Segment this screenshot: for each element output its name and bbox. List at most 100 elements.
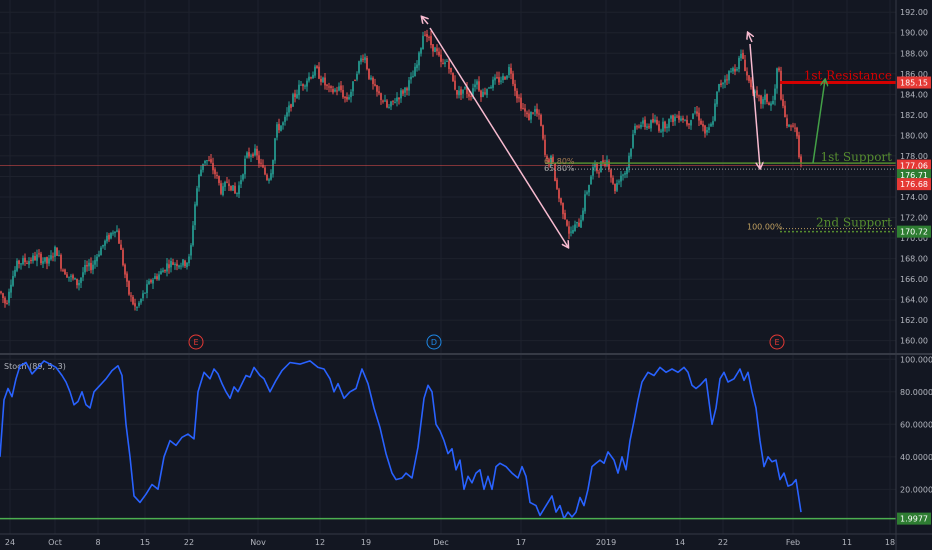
candle-body	[658, 124, 660, 131]
candle-body	[712, 121, 714, 125]
candle-body	[22, 258, 24, 265]
candle-body	[12, 276, 14, 286]
candle-body	[514, 83, 516, 91]
arrow-down-right	[429, 27, 568, 247]
candle-body	[680, 118, 682, 121]
candle-body	[518, 97, 520, 99]
candle-body	[266, 174, 268, 180]
candle-body	[562, 202, 564, 215]
candle-body	[482, 91, 484, 97]
candle-body	[512, 73, 514, 85]
candle-body	[776, 68, 778, 89]
candle-body	[434, 47, 436, 53]
candle-body	[486, 89, 488, 95]
candle-body	[216, 175, 218, 177]
candle-body	[530, 111, 532, 120]
candle-body	[602, 160, 604, 164]
candle-body	[116, 230, 118, 232]
candle-body	[704, 125, 706, 134]
candle-body	[450, 68, 452, 73]
candle-body	[126, 273, 128, 282]
candle-body	[64, 269, 66, 275]
candle-body	[90, 262, 92, 271]
candle-body	[188, 256, 190, 264]
candle-body	[138, 302, 140, 306]
drawing-overlays: 1st Resistance 1st Support 2nd Support 61.8…	[0, 17, 896, 350]
candle-body	[780, 70, 782, 100]
candle-body	[102, 244, 104, 247]
candle-body	[118, 230, 120, 244]
candle-body	[796, 127, 798, 137]
candle-body	[504, 76, 506, 80]
candle-body	[402, 90, 404, 94]
candle-body	[326, 84, 328, 86]
candle-body	[162, 270, 164, 273]
candle-body	[422, 35, 424, 50]
stoch-tick-label: 40.0000	[900, 453, 932, 462]
candle-body	[520, 97, 522, 109]
candle-body	[132, 296, 134, 305]
price-tick-label: 180.00	[900, 131, 928, 140]
candle-body	[246, 152, 248, 158]
candle-body	[574, 224, 576, 232]
annotation-support-1: 1st Support	[820, 150, 892, 164]
candle-body	[112, 232, 114, 234]
x-tick-label: 22	[184, 538, 194, 547]
candle-body	[768, 102, 770, 105]
candle-body	[20, 263, 22, 265]
candle-body	[128, 280, 130, 295]
x-tick-label: 14	[675, 538, 685, 547]
candle-body	[516, 90, 518, 99]
candle-body	[26, 263, 28, 265]
candle-body	[494, 77, 496, 81]
candle-body	[154, 276, 156, 280]
price-label-text: 176.68	[900, 180, 928, 189]
fib-label: 100.00%	[747, 223, 783, 232]
candle-body	[6, 302, 8, 304]
candle-body	[302, 84, 304, 87]
candle-body	[470, 95, 472, 97]
candle-body	[772, 100, 774, 105]
candle-body	[392, 100, 394, 102]
candle-body	[454, 80, 456, 90]
candle-body	[98, 254, 100, 257]
candle-body	[660, 130, 662, 132]
candle-body	[560, 198, 562, 204]
candle-body	[412, 76, 414, 78]
candle-body	[144, 292, 146, 294]
candle-body	[24, 257, 26, 263]
candle-body	[716, 91, 718, 105]
event-marker-letter: D	[431, 338, 437, 347]
candle-body	[350, 91, 352, 98]
candle-body	[742, 52, 744, 59]
price-tick-label: 192.00	[900, 8, 928, 17]
candle-body	[342, 90, 344, 98]
candle-body	[580, 220, 582, 228]
candle-body	[214, 169, 216, 175]
candle-body	[784, 105, 786, 118]
candle-body	[430, 36, 432, 46]
candle-body	[484, 92, 486, 94]
candle-body	[280, 125, 282, 131]
candle-body	[120, 244, 122, 250]
candle-body	[788, 124, 790, 127]
candle-body	[298, 84, 300, 96]
candle-body	[440, 54, 442, 62]
stoch-tick-label: 100.0000	[900, 355, 932, 364]
candle-body	[100, 247, 102, 256]
candle-body	[30, 259, 32, 262]
candle-body	[744, 59, 746, 72]
candle-body	[288, 105, 290, 113]
candle-body	[284, 116, 286, 122]
candle-body	[588, 185, 590, 193]
candle-body	[348, 97, 350, 100]
candle-body	[152, 279, 154, 284]
candle-body	[678, 115, 680, 120]
candle-body	[198, 175, 200, 188]
x-tick-label: 8	[95, 538, 100, 547]
price-label-badge	[897, 225, 931, 238]
candle-body	[698, 112, 700, 121]
arrow-down	[749, 43, 760, 168]
